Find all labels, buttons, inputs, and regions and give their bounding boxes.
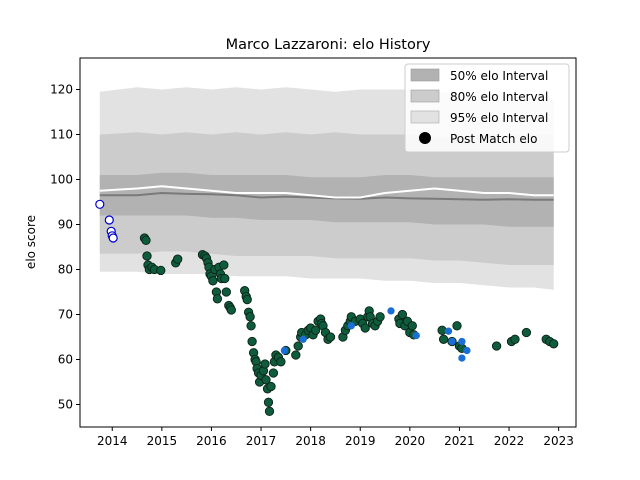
post-match-point — [226, 305, 236, 315]
post-match-point — [448, 337, 456, 346]
x-tick-label: 2017 — [246, 434, 277, 448]
post-match-point — [438, 334, 449, 344]
legend-label-50-interval: 50% elo Interval — [450, 69, 548, 83]
post-match-point — [261, 375, 271, 385]
post-match-point — [264, 406, 275, 416]
legend-label-95-interval: 95% elo Interval — [450, 111, 548, 125]
post-match-point — [268, 368, 279, 378]
post-match-point — [510, 334, 520, 344]
x-tick-label: 2019 — [345, 434, 376, 448]
x-tick-label: 2023 — [543, 434, 574, 448]
post-match-point — [280, 346, 289, 355]
x-tick-label: 2018 — [295, 434, 326, 448]
legend-label-post-match: Post Match elo — [450, 132, 537, 146]
post-match-point — [212, 294, 223, 304]
post-match-point — [260, 359, 270, 369]
post-match-point — [293, 341, 303, 351]
x-tick-label: 2016 — [196, 434, 227, 448]
chart-title: Marco Lazzaroni: elo History — [226, 37, 431, 53]
post-match-point — [142, 251, 152, 261]
legend-frame — [404, 63, 570, 153]
post-match-point — [208, 276, 218, 286]
y-tick-label: 90 — [58, 218, 73, 232]
post-match-point — [360, 323, 370, 333]
post-match-point — [549, 339, 559, 349]
legend: 50% elo Interval 80% elo Interval 95% el… — [404, 63, 570, 153]
legend-label-80-interval: 80% elo Interval — [450, 90, 548, 104]
y-tick-label: 50 — [58, 398, 73, 412]
post-match-point — [276, 357, 286, 367]
post-match-point — [521, 327, 532, 338]
post-match-point — [375, 312, 385, 322]
y-tick-label: 100 — [50, 173, 73, 187]
post-match-point — [444, 327, 453, 335]
post-match-point — [412, 331, 420, 340]
post-match-point — [95, 199, 105, 209]
x-tick-label: 2022 — [494, 434, 525, 448]
post-match-point — [452, 321, 462, 331]
post-match-point — [242, 294, 252, 305]
x-tick-label: 2014 — [97, 434, 128, 448]
post-match-point — [220, 273, 230, 284]
y-tick-label: 120 — [50, 83, 73, 97]
post-match-point — [463, 346, 471, 355]
post-match-point — [299, 335, 307, 343]
post-match-point — [491, 341, 502, 351]
y-tick-label: 60 — [58, 353, 73, 367]
post-match-point — [156, 265, 166, 276]
y-axis: 50 60 70 80 90 100 110 120 — [50, 83, 80, 412]
post-match-point — [173, 254, 183, 264]
post-match-point — [263, 397, 274, 407]
post-match-point — [108, 233, 118, 243]
post-match-point — [245, 312, 255, 322]
post-match-point — [458, 337, 466, 346]
post-match-point — [387, 307, 395, 315]
x-tick-label: 2015 — [147, 434, 178, 448]
y-tick-label: 70 — [58, 308, 73, 322]
plot-frame — [79, 57, 577, 428]
post-match-point — [219, 260, 229, 270]
post-match-point — [247, 336, 257, 347]
post-match-point — [458, 354, 466, 362]
legend-marker-post-match — [419, 132, 431, 144]
x-tick-label: 2020 — [395, 434, 426, 448]
band-50-interval — [99, 172, 554, 227]
post-match-point — [246, 321, 256, 331]
median-lines — [99, 185, 554, 201]
post-match-point — [325, 332, 336, 342]
x-tick-label: 2021 — [444, 434, 475, 448]
y-axis-title: elo score — [24, 215, 38, 269]
x-axis: 2014 2015 2016 2017 2018 2019 2020 2021 2022 2023 — [97, 427, 574, 448]
legend-swatch-50-interval — [410, 68, 440, 82]
post-match-point — [266, 381, 276, 392]
post-match-point — [221, 287, 231, 297]
post-match-point — [347, 322, 355, 330]
expected-elo-line — [99, 185, 554, 199]
post-match-point — [291, 350, 301, 360]
post-match-point — [310, 325, 321, 335]
post-match-point — [141, 235, 151, 245]
post-match-points — [95, 199, 559, 416]
y-tick-label: 80 — [58, 263, 73, 277]
post-match-point — [407, 321, 417, 331]
post-match-point — [397, 309, 408, 320]
legend-swatch-80-interval — [410, 89, 440, 103]
y-tick-label: 110 — [50, 128, 73, 142]
post-match-point — [104, 215, 114, 225]
legend-swatch-95-interval — [410, 110, 440, 124]
